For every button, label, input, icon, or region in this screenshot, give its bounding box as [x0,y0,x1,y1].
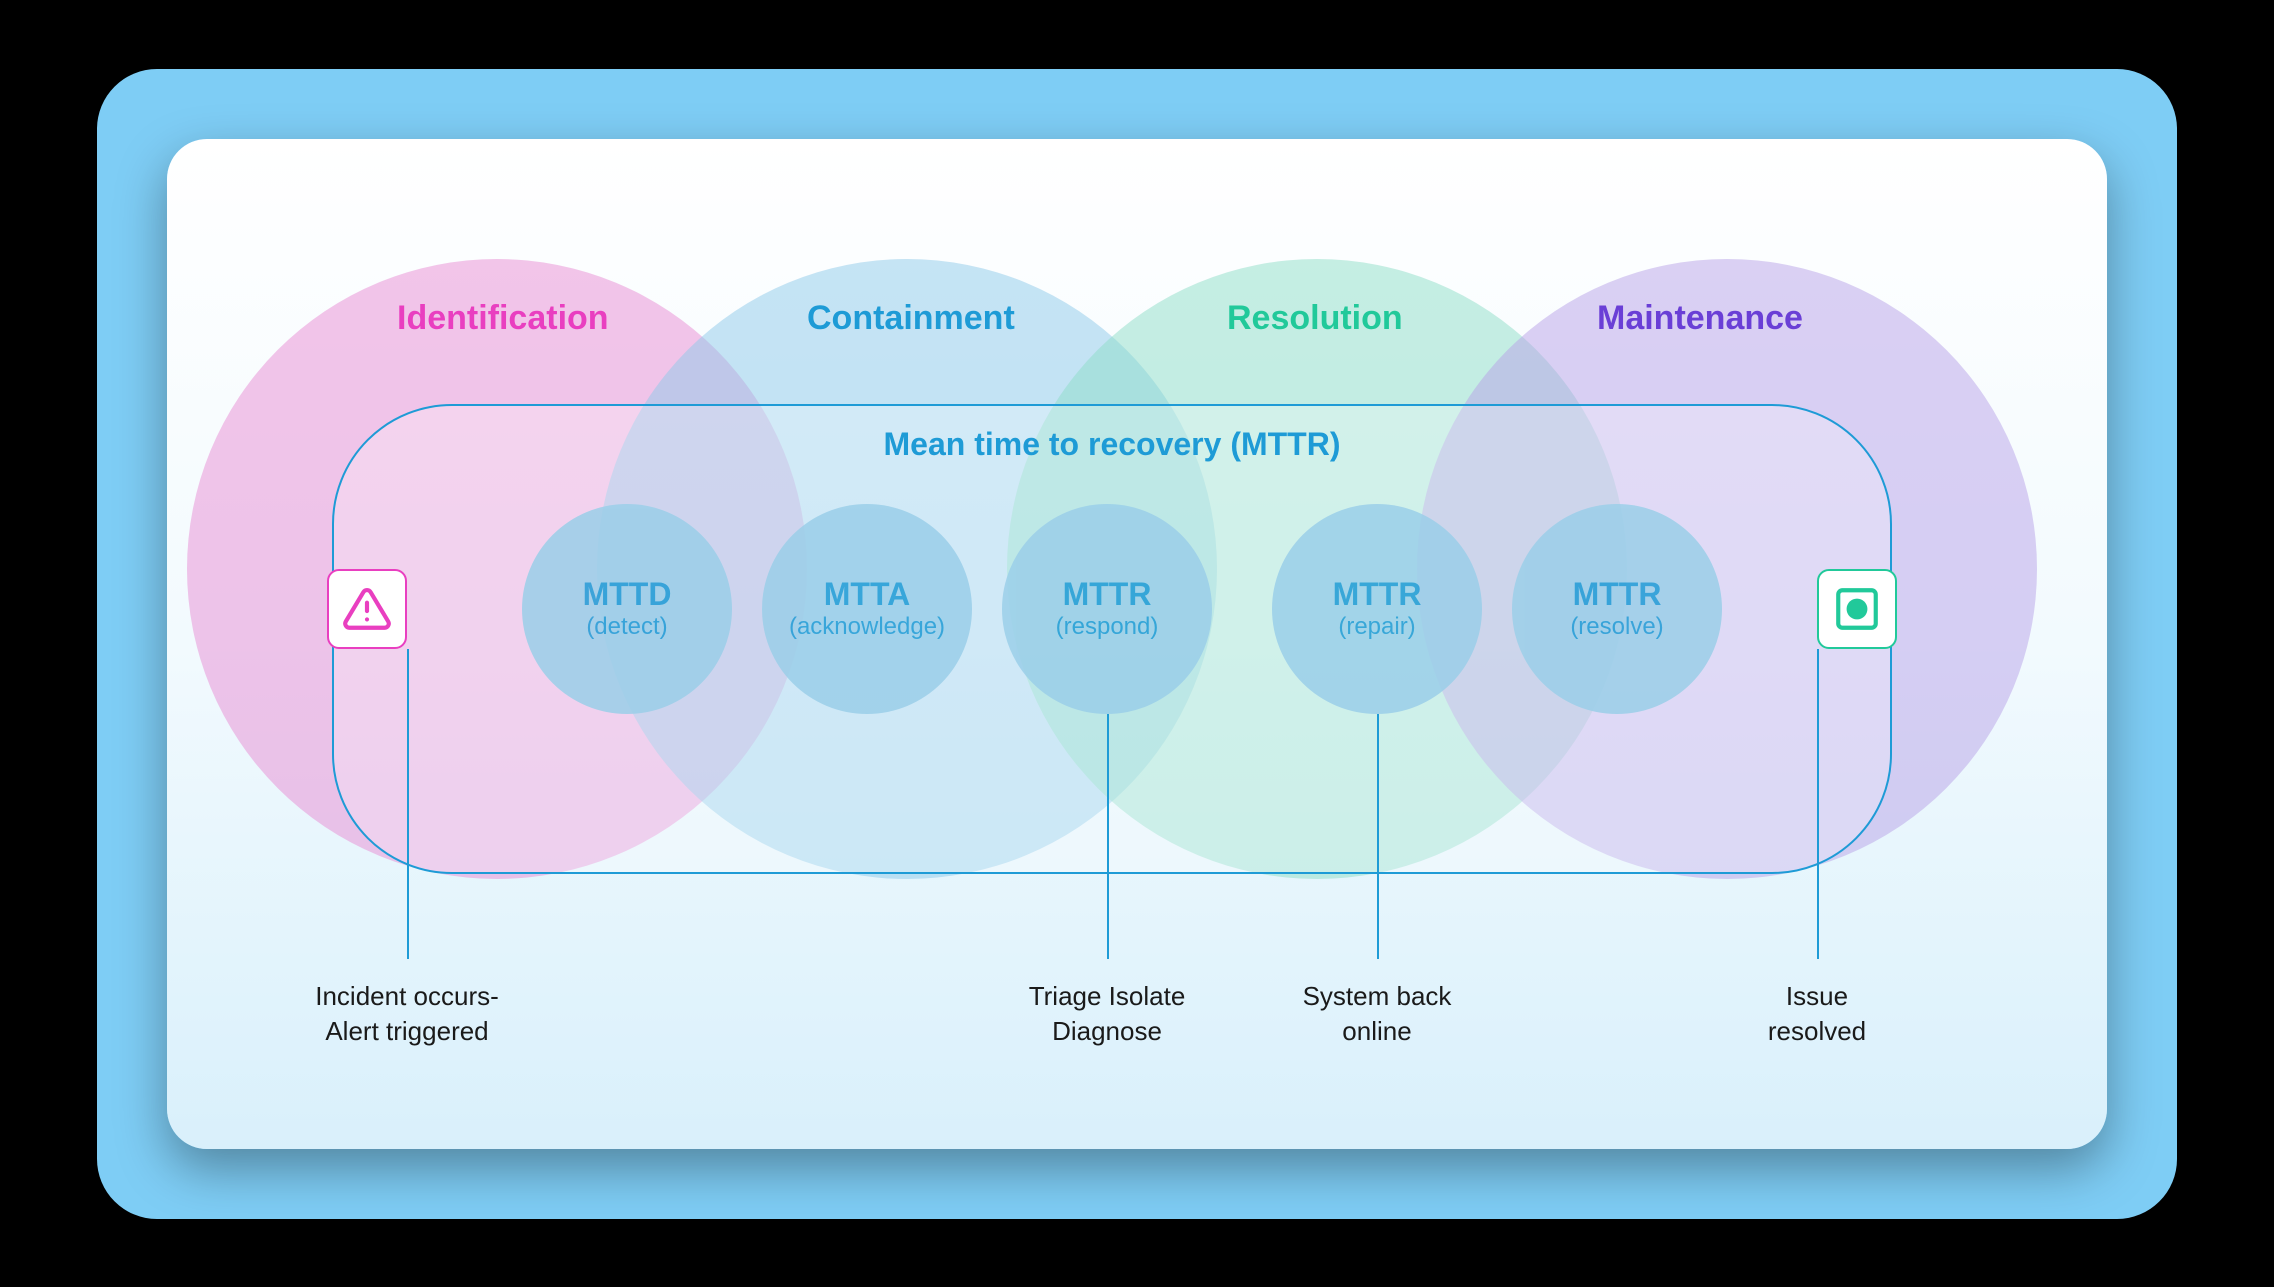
diagram-card: Identification Containment Resolution Maint… [167,139,2107,1149]
annotation-line: Issue [1667,979,1967,1014]
connector-line [1377,714,1379,959]
annotation-line: Incident occurs- [257,979,557,1014]
annotation-1: Triage IsolateDiagnose [957,979,1257,1049]
phase-label-maintenance: Maintenance [1597,299,1803,338]
metric-sub: (respond) [1056,613,1159,641]
metric-circle-mttr-2: MTTR(respond) [1002,504,1212,714]
metric-sub: (repair) [1338,613,1415,641]
annotation-line: System back [1227,979,1527,1014]
annotation-0: Incident occurs-Alert triggered [257,979,557,1049]
metric-name: MTTD [583,576,672,613]
annotation-line: Triage Isolate [957,979,1257,1014]
mttr-title: Mean time to recovery (MTTR) [884,426,1341,463]
metric-circle-mtta-1: MTTA(acknowledge) [762,504,972,714]
metric-circle-mttd-0: MTTD(detect) [522,504,732,714]
metric-circle-mttr-3: MTTR(repair) [1272,504,1482,714]
connector-line [1107,714,1109,959]
metric-circle-mttr-4: MTTR(resolve) [1512,504,1722,714]
alert-triangle-icon [327,569,407,649]
annotation-line: online [1227,1014,1527,1049]
connector-line [1817,649,1819,959]
phase-label-identification: Identification [397,299,609,338]
annotation-3: Issueresolved [1667,979,1967,1049]
metric-name: MTTR [1333,576,1422,613]
status-ok-icon [1817,569,1897,649]
metric-name: MTTA [824,576,910,613]
connector-line [407,649,409,959]
outer-frame: Identification Containment Resolution Maint… [97,69,2177,1219]
metric-sub: (resolve) [1570,613,1663,641]
metric-name: MTTR [1573,576,1662,613]
metric-sub: (detect) [586,613,667,641]
annotation-line: Alert triggered [257,1014,557,1049]
metric-sub: (acknowledge) [789,613,945,641]
phase-label-resolution: Resolution [1227,299,1403,338]
metric-name: MTTR [1063,576,1152,613]
phase-label-containment: Containment [807,299,1015,338]
annotation-line: Diagnose [957,1014,1257,1049]
annotation-2: System backonline [1227,979,1527,1049]
annotation-line: resolved [1667,1014,1967,1049]
